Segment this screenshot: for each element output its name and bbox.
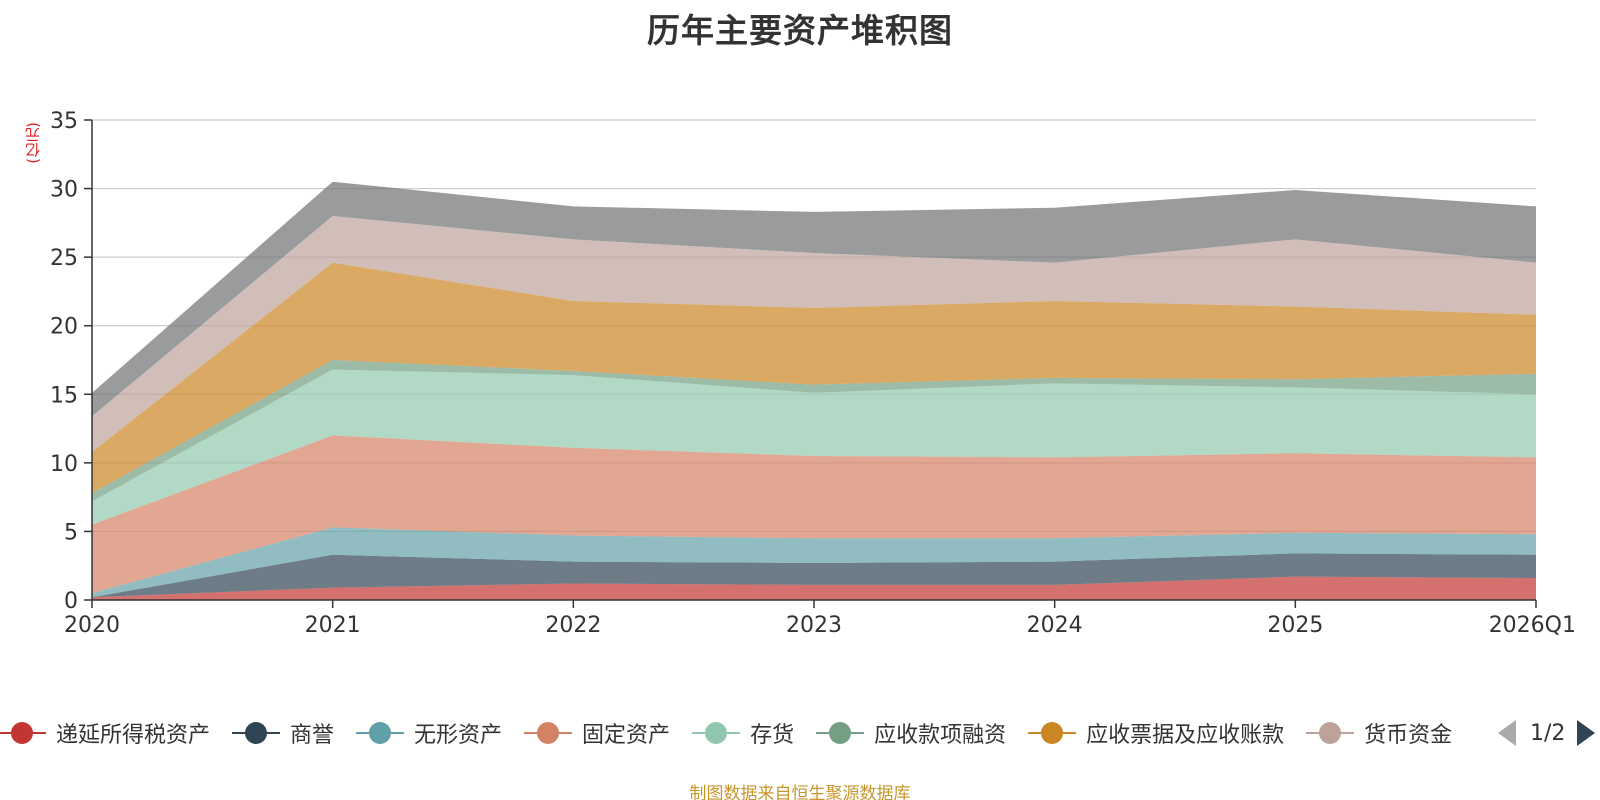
legend-items: 递延所得税资产 商誉 无形资产 固定资产 存货 应收款项融资 应收票据及应收账款 货币资金 — [0, 716, 1482, 750]
legend-item-label: 应收票据及应收账款 — [1086, 723, 1285, 748]
chart-title: 历年主要资产堆积图 — [647, 11, 953, 50]
area-series-1[interactable] — [92, 553, 1536, 598]
legend-item-label: 递延所得税资产 — [56, 723, 211, 748]
legend-item-label: 商誉 — [290, 723, 335, 748]
legend-pager: 1/2 — [1498, 716, 1596, 750]
x-tick-label: 2026Q1 — [1489, 613, 1576, 638]
area-series-5[interactable] — [92, 360, 1536, 502]
y-tick-label: 0 — [64, 589, 78, 614]
legend-item[interactable]: 存货 — [692, 716, 794, 750]
axes — [84, 119, 1537, 608]
legend-page-indicator: 1/2 — [1530, 720, 1566, 746]
legend-marker-icon — [816, 721, 865, 745]
legend-next-page-icon[interactable] — [1577, 720, 1596, 746]
y-tick-label: 10 — [50, 452, 78, 477]
legend: 递延所得税资产 商誉 无形资产 固定资产 存货 应收款项融资 应收票据及应收账款 货币资金 1… — [0, 716, 1600, 750]
x-tick-label: 2024 — [1027, 613, 1083, 638]
legend-marker-icon — [524, 721, 573, 745]
area-series-8[interactable] — [92, 181, 1536, 417]
x-tick-label: 2025 — [1267, 613, 1323, 638]
area-series-2[interactable] — [92, 527, 1536, 598]
legend-marker-icon — [232, 721, 281, 745]
legend-marker-icon — [356, 721, 405, 745]
y-tick-label: 15 — [50, 383, 78, 408]
legend-item[interactable]: 应收票据及应收账款 — [1028, 716, 1284, 750]
area-series-4[interactable] — [92, 369, 1536, 525]
area-series — [92, 181, 1536, 600]
legend-item-label: 货币资金 — [1364, 723, 1453, 748]
y-tick-label: 20 — [50, 315, 78, 340]
area-series-3[interactable] — [92, 435, 1536, 594]
legend-item[interactable]: 固定资产 — [524, 716, 670, 750]
x-tick-label: 2021 — [305, 613, 361, 638]
area-series-7[interactable] — [92, 216, 1536, 452]
legend-item[interactable]: 货币资金 — [1306, 716, 1452, 750]
x-tick-label: 2022 — [545, 613, 601, 638]
legend-marker-icon — [1306, 721, 1355, 745]
legend-item[interactable]: 递延所得税资产 — [0, 716, 210, 750]
legend-item[interactable]: 商誉 — [232, 716, 334, 750]
legend-item-label: 存货 — [750, 723, 795, 748]
y-tick-label: 35 — [50, 109, 78, 134]
legend-item[interactable]: 无形资产 — [356, 716, 502, 750]
legend-marker-icon — [1028, 721, 1077, 745]
area-series-0[interactable] — [92, 576, 1536, 600]
x-tick-label: 2023 — [786, 613, 842, 638]
area-series-6[interactable] — [92, 262, 1536, 494]
legend-prev-page-icon[interactable] — [1498, 720, 1516, 746]
y-tick-label: 25 — [50, 246, 78, 271]
y-tick-label: 5 — [64, 520, 78, 545]
legend-item-label: 应收款项融资 — [874, 723, 1007, 748]
x-tick-label: 2020 — [64, 613, 120, 638]
legend-item-label: 无形资产 — [414, 723, 503, 748]
y-tick-label: 30 — [50, 178, 78, 203]
legend-marker-icon — [0, 721, 46, 745]
data-source-note: 制图数据来自恒生聚源数据库 — [689, 784, 911, 800]
legend-item[interactable]: 应收款项融资 — [816, 716, 1006, 750]
legend-item-label: 固定资产 — [582, 723, 671, 748]
legend-marker-icon — [692, 721, 741, 745]
